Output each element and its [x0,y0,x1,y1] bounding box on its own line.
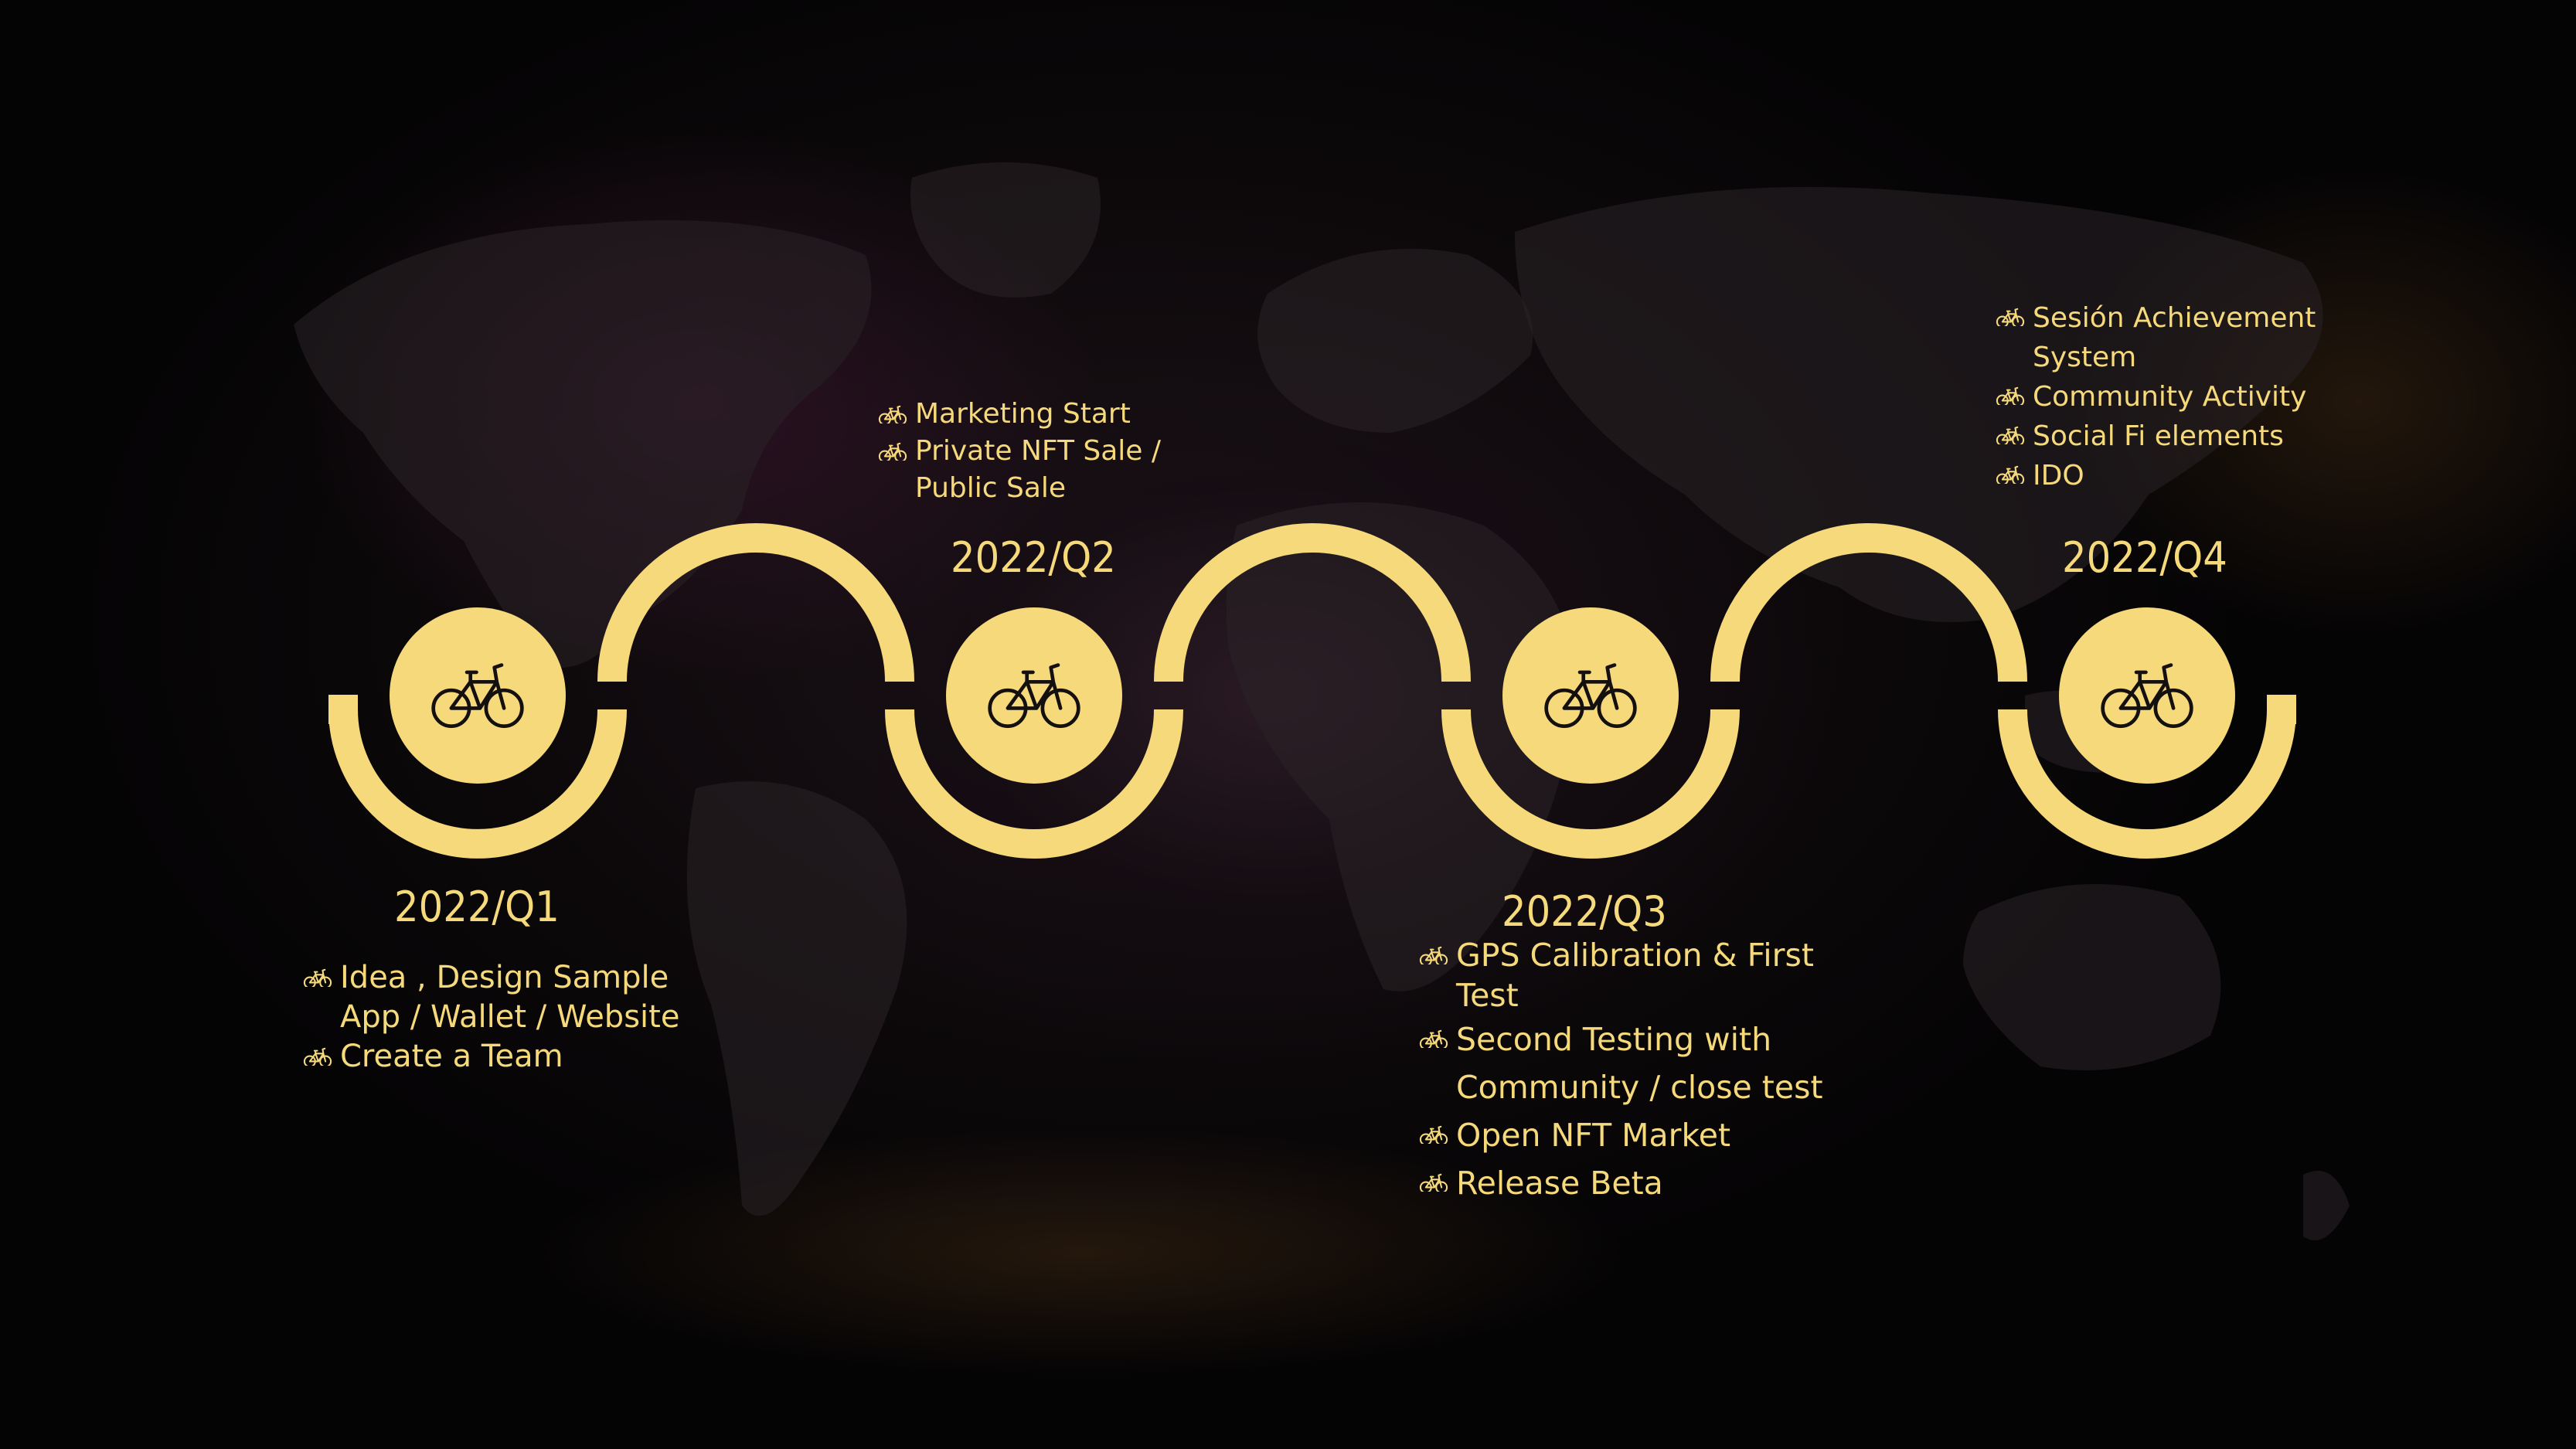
list-item: App / Wallet / Website [303,998,679,1037]
timeline-arc-bottom [328,709,627,859]
bicycle-icon [1996,386,2025,405]
quarter-label-q3: 2022/Q3 [1502,887,1667,936]
milestone-circle-q4 [2059,607,2235,784]
bicycle-icon [431,663,524,728]
list-item: Social Fi elements [1996,417,2316,456]
bicycle-icon [1419,1029,1448,1048]
list-item-text: Create a Team [340,1039,563,1074]
list-item-text: Private NFT Sale / [915,435,1162,467]
timeline-arc-bottom [1998,709,2296,859]
bicycle-icon [1996,465,2025,484]
list-item: Test [1419,975,1823,1015]
quarter-label-q2: 2022/Q2 [951,533,1116,582]
list-item: Open NFT Market [1419,1111,1823,1159]
bicycle-icon [303,1047,332,1066]
list-item: Community / close test [1419,1063,1823,1111]
timeline-arc-bottom [885,709,1183,859]
milestone-list-q1: Idea , Design Sample App / Wallet / Webs… [303,958,679,1077]
list-item-text: Community / close test [1456,1069,1823,1106]
bicycle-icon [1996,308,2025,326]
bicycle-icon [1996,426,2025,444]
timeline-arc-top [1710,523,2027,682]
list-item-text: Idea , Design Sample [340,960,669,995]
bicycle-icon [2101,663,2193,728]
list-item: Marketing Start [878,396,1161,433]
list-item-text: Open NFT Market [1456,1117,1731,1154]
list-item-text: Test [1456,977,1519,1014]
list-item: Second Testing with [1419,1015,1823,1063]
quarter-label-q1: 2022/Q1 [394,883,560,931]
list-item: Private NFT Sale / [878,433,1161,470]
list-item-text: Second Testing with [1456,1021,1772,1058]
list-item-text: Community Activity [2033,381,2307,413]
bicycle-icon [988,663,1080,728]
list-item: IDO [1996,456,2316,495]
list-item: GPS Calibration & First [1419,935,1823,975]
timeline-arc-top [597,523,914,682]
list-item: Release Beta [1419,1159,1823,1207]
list-item-text: Release Beta [1456,1165,1663,1202]
list-item-text: GPS Calibration & First [1456,937,1814,974]
list-item-text: Sesión Achievement [2033,302,2316,334]
bicycle-icon [1419,1125,1448,1144]
milestone-list-q3: GPS Calibration & First Test Second Test… [1419,935,1823,1207]
milestone-circle-q3 [1502,607,1679,784]
list-item-text: Public Sale [915,472,1067,504]
list-item: Idea , Design Sample [303,958,679,998]
list-item-text: IDO [2033,460,2084,492]
timeline-arc-top [1154,523,1471,682]
milestone-circle-q1 [390,607,566,784]
list-item: Create a Team [303,1037,679,1077]
list-item-text: Marketing Start [915,398,1131,430]
list-item-text: Social Fi elements [2033,420,2284,452]
list-item-text: App / Wallet / Website [340,999,680,1035]
list-item: Community Activity [1996,377,2316,417]
timeline-arc-bottom [1441,709,1740,859]
bicycle-icon [878,405,907,423]
quarter-label-q4: 2022/Q4 [2062,533,2227,582]
bicycle-icon [878,442,907,461]
bicycle-icon [1419,946,1448,964]
milestone-list-q2: Marketing Start Private NFT Sale / Publi… [878,396,1161,507]
list-item: Sesión Achievement [1996,298,2316,338]
list-item: Public Sale [878,470,1161,507]
bicycle-icon [1544,663,1637,728]
milestone-list-q4: Sesión Achievement System Community Acti… [1996,298,2316,495]
list-item: System [1996,338,2316,377]
list-item-text: System [2033,342,2137,373]
bicycle-icon [1419,1173,1448,1192]
bicycle-icon [303,968,332,987]
milestone-circle-q2 [946,607,1122,784]
